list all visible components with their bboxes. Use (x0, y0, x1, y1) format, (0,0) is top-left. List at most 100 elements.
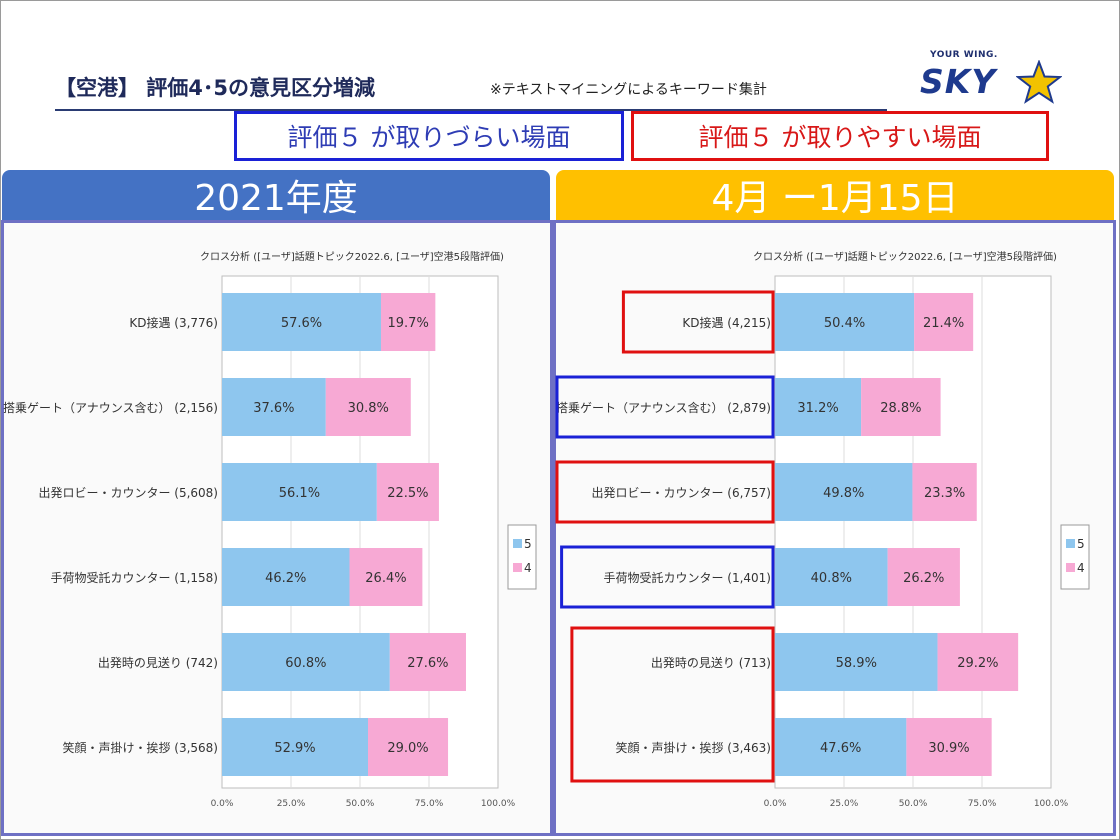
chart-2021-category-label: 搭乗ゲート（アナウンス含む） (2,156) (3, 400, 218, 415)
chart-2021-data-label-rating5: 46.2% (265, 571, 306, 586)
chart-2021-bar-rating5 (222, 293, 381, 351)
legend-box-easy-to-get-5: 評価５ が取りやすい場面 (631, 111, 1049, 161)
chart-2021-data-label-rating5: 37.6% (253, 401, 294, 416)
title-underline (55, 109, 887, 111)
chart-2021-category-label: 出発時の見送り (742) (98, 655, 218, 670)
chart-apr-jan: クロス分析 ([ユーザ]話題トピック2022.6, [ユーザ]空港5段階評価) 0… (553, 220, 1113, 836)
chart-apr-jan-highlight-box-red (570, 626, 775, 783)
chart-2021-bar-rating5 (222, 548, 350, 606)
chart-apr-jan-x-tick-label: 25.0% (830, 799, 859, 809)
chart-2021-legend-label-5: 5 (524, 537, 532, 551)
chart-2021: クロス分析 ([ユーザ]話題トピック2022.6, [ユーザ]空港5段階評価) 0… (0, 220, 560, 836)
chart-2021-svg: クロス分析 ([ユーザ]話題トピック2022.6, [ユーザ]空港5段階評価) 0… (3, 250, 537, 809)
chart-2021-category-label: KD接遇 (3,776) (129, 315, 218, 330)
chart-2021-bar-rating5 (222, 378, 326, 436)
chart-apr-jan-bar-rating4 (887, 548, 960, 606)
chart-apr-jan-data-label-rating5: 58.9% (836, 656, 877, 671)
chart-apr-jan-bar-rating5 (775, 548, 888, 606)
chart-apr-jan-legend-box (1060, 524, 1090, 590)
chart-2021-x-tick-label: 50.0% (346, 799, 375, 809)
chart-2021-x-tick-label: 100.0% (481, 799, 516, 809)
chart-apr-jan-svg: クロス分析 ([ユーザ]話題トピック2022.6, [ユーザ]空港5段階評価) 0… (555, 250, 1090, 809)
chart-apr-jan-highlight-box-blue (555, 375, 775, 439)
logo-tagline: YOUR WING. (930, 50, 998, 60)
chart-apr-jan-category-label: 搭乗ゲート（アナウンス含む） (2,879) (556, 400, 771, 415)
chart-apr-jan-bar-rating4 (914, 293, 974, 351)
chart-apr-jan-bar-rating5 (775, 718, 907, 776)
chart-2021-bar-rating4 (389, 633, 466, 691)
chart-2021-data-label-rating5: 56.1% (279, 486, 320, 501)
chart-2021-legend-swatch-5 (513, 539, 522, 548)
chart-apr-jan-data-label-rating4: 28.8% (880, 401, 921, 416)
chart-apr-jan-data-label-rating5: 31.2% (797, 401, 838, 416)
chart-apr-jan-x-tick-label: 75.0% (968, 799, 997, 809)
page-note: ※テキストマイニングによるキーワード集計 (490, 82, 767, 98)
chart-apr-jan-bar-rating4 (912, 463, 977, 521)
chart-apr-jan-category-label: 出発ロビー・カウンター (6,757) (591, 486, 771, 500)
chart-apr-jan-bar-rating5 (775, 633, 938, 691)
chart-apr-jan-data-label-rating4: 30.9% (928, 741, 969, 756)
chart-apr-jan-data-label-rating4: 21.4% (923, 316, 964, 331)
chart-2021-bar-rating5 (222, 463, 377, 521)
chart-apr-jan-highlight-box-red (555, 460, 775, 524)
chart-apr-jan-category-label: KD接遇 (4,215) (682, 315, 771, 330)
chart-2021-bar-rating4 (325, 378, 411, 436)
chart-2021-data-label-rating4: 19.7% (388, 316, 429, 331)
chart-apr-jan-data-label-rating5: 40.8% (811, 571, 852, 586)
chart-2021-x-tick-label: 0.0% (211, 799, 234, 809)
chart-2021-bar-rating4 (380, 293, 436, 351)
chart-2021-bar-rating4 (368, 718, 449, 776)
chart-apr-jan-legend-label-5: 5 (1077, 537, 1085, 551)
chart-apr-jan-category-label: 手荷物受託カウンター (1,401) (603, 570, 771, 585)
chart-apr-jan-x-tick-label: 0.0% (764, 799, 787, 809)
chart-apr-jan-data-label-rating4: 23.3% (924, 486, 965, 501)
chart-apr-jan-bar-rating4 (906, 718, 992, 776)
chart-2021-data-label-rating4: 30.8% (348, 401, 389, 416)
chart-apr-jan-data-label-rating5: 49.8% (823, 486, 864, 501)
chart-apr-jan-category-label: 笑顔・声掛け・挨拶 (3,463) (615, 740, 771, 755)
chart-2021-data-label-rating5: 57.6% (281, 316, 322, 331)
chart-apr-jan-category-label: 出発時の見送り (713) (651, 655, 771, 670)
chart-apr-jan-highlight-box-blue (560, 545, 775, 609)
chart-apr-jan-legend-label-4: 4 (1077, 561, 1085, 575)
chart-apr-jan-bar-rating4 (861, 378, 941, 436)
chart-apr-jan-bar-rating5 (775, 378, 862, 436)
chart-apr-jan-legend-swatch-4 (1066, 563, 1075, 572)
chart-2021-legend-swatch-4 (513, 563, 522, 572)
chart-2021-bar-rating4 (349, 548, 423, 606)
chart-2021-x-tick-label: 25.0% (277, 799, 306, 809)
logo-wordmark: SKY (920, 62, 997, 101)
chart-apr-jan-data-label-rating5: 47.6% (820, 741, 861, 756)
chart-2021-chart-title: クロス分析 ([ユーザ]話題トピック2022.6, [ユーザ]空港5段階評価) (200, 250, 504, 263)
chart-2021-data-label-rating4: 26.4% (365, 571, 406, 586)
panel-header-apr-jan: 4月 ー1月15日 (556, 170, 1114, 220)
chart-apr-jan-chart-title: クロス分析 ([ユーザ]話題トピック2022.6, [ユーザ]空港5段階評価) (753, 250, 1057, 263)
legend-box-hard-to-get-5: 評価５ が取りづらい場面 (234, 111, 624, 161)
chart-apr-jan-data-label-rating5: 50.4% (824, 316, 865, 331)
chart-2021-legend-label-4: 4 (524, 561, 532, 575)
chart-2021-data-label-rating5: 52.9% (274, 741, 315, 756)
chart-2021-data-label-rating5: 60.8% (285, 656, 326, 671)
chart-apr-jan-bar-rating5 (775, 463, 913, 521)
panel-header-2021: 2021年度 (2, 170, 550, 220)
chart-2021-x-tick-label: 75.0% (415, 799, 444, 809)
brand-logo: YOUR WING. SKY (920, 50, 1070, 105)
chart-apr-jan-bar-rating4 (937, 633, 1019, 691)
star-icon (1016, 60, 1062, 104)
chart-2021-legend-box (507, 524, 537, 590)
chart-apr-jan-bar-rating5 (775, 293, 915, 351)
chart-2021-bar-rating5 (222, 633, 390, 691)
chart-2021-category-label: 笑顔・声掛け・挨拶 (3,568) (62, 740, 218, 755)
chart-2021-bar-rating4 (376, 463, 439, 521)
chart-apr-jan-x-tick-label: 100.0% (1034, 799, 1069, 809)
chart-2021-category-label: 手荷物受託カウンター (1,158) (50, 570, 218, 585)
chart-apr-jan-data-label-rating4: 26.2% (903, 571, 944, 586)
chart-2021-data-label-rating4: 27.6% (407, 656, 448, 671)
page-title: 【空港】 評価4･5の意見区分増減 (55, 76, 376, 100)
chart-2021-category-label: 出発ロビー・カウンター (5,608) (38, 486, 218, 500)
chart-apr-jan-highlight-box-red (621, 290, 775, 354)
chart-apr-jan-x-tick-label: 50.0% (899, 799, 928, 809)
chart-apr-jan-legend-swatch-5 (1066, 539, 1075, 548)
chart-2021-data-label-rating4: 22.5% (387, 486, 428, 501)
chart-2021-bar-rating5 (222, 718, 369, 776)
